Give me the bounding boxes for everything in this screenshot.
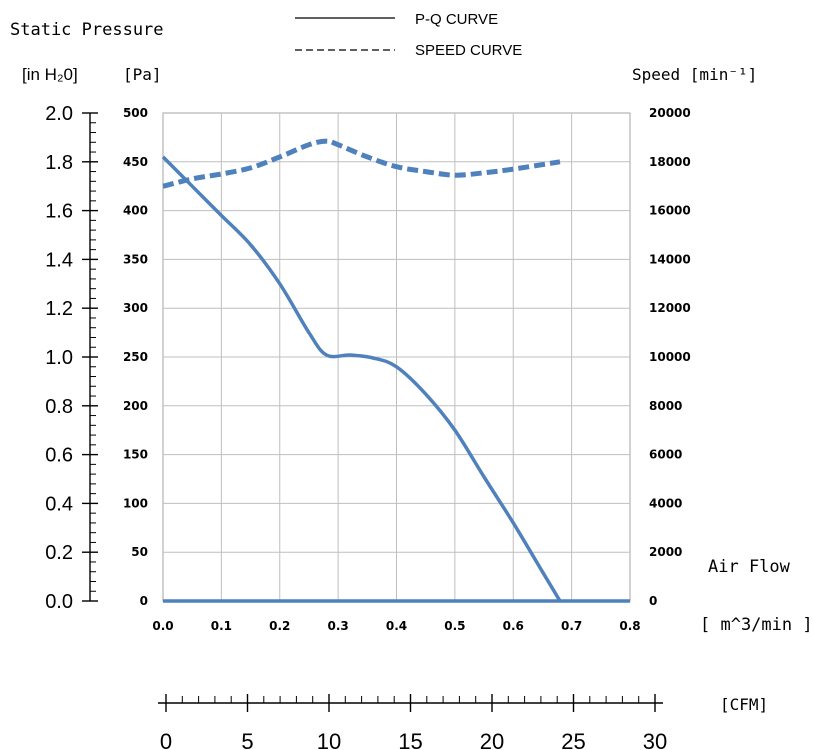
cfm-tick-label: 0 (160, 729, 172, 750)
xaxis-label-airflow: Air Flow (708, 557, 791, 577)
speed-tick-label: 8000 (649, 399, 682, 413)
speed-curve-line (162, 138, 561, 189)
speed-tick-labels: 0 2000 4000 6000 8000 10000 12000 14000 16000 180… (649, 106, 691, 608)
inh2o-tick-label: 1.4 (45, 249, 73, 271)
speed-tick-label: 6000 (649, 448, 682, 462)
pa-tick-label: 350 (123, 252, 148, 266)
pa-tick-label: 50 (131, 545, 148, 559)
inh2o-tick-label: 1.0 (45, 347, 73, 369)
speed-tick-label: 4000 (649, 496, 682, 510)
inh2o-tick-label: 1.8 (45, 152, 73, 174)
inh2o-tick-label: 0.2 (45, 542, 73, 564)
pa-tick-label: 100 (123, 496, 148, 510)
cfm-tick-label: 5 (241, 729, 253, 750)
x-tick-label: 0.0 (152, 619, 173, 633)
x-tick-label: 0.2 (269, 619, 290, 633)
x-tick-label: 0.3 (327, 619, 348, 633)
speed-tick-label: 20000 (649, 106, 691, 120)
speed-tick-label: 0 (649, 594, 657, 608)
pa-tick-label: 0 (140, 594, 148, 608)
cfm-tick-label: 15 (398, 729, 422, 750)
xaxis-unit-m3min: [ m^3/min ] (700, 615, 813, 635)
inh2o-tick-label: 1.6 (45, 201, 73, 223)
x-tick-label: 0.6 (503, 619, 524, 633)
pa-tick-label: 250 (123, 350, 148, 364)
data-series (161, 138, 630, 603)
legend-label-speed: SPEED CURVE (415, 42, 522, 59)
x-tick-label: 0.8 (619, 619, 640, 633)
speed-tick-label: 2000 (649, 545, 682, 559)
inh2o-axis: 0.0 0.2 0.4 0.6 0.8 1.0 1.2 1.4 1.6 1.8 2.0 (45, 103, 98, 613)
pa-tick-label: 400 (123, 204, 148, 218)
x-tick-label: 0.5 (444, 619, 465, 633)
inh2o-tick-label: 1.2 (45, 298, 73, 320)
unit-speed: Speed [min⁻¹] (632, 65, 757, 84)
speed-tick-label: 10000 (649, 350, 691, 364)
pa-tick-label: 200 (123, 399, 148, 413)
x-tick-label: 0.4 (386, 619, 407, 633)
unit-inh2o: [in H₂0] (22, 65, 78, 84)
speed-tick-label: 12000 (649, 301, 691, 315)
speed-tick-label: 18000 (649, 155, 691, 169)
inh2o-tick-label: 2.0 (45, 103, 73, 125)
cfm-axis: 0 5 10 15 20 25 30 (158, 694, 667, 750)
inh2o-tick-label: 0.0 (45, 591, 73, 613)
x-tick-label: 0.7 (561, 619, 582, 633)
x-tick-label: 0.1 (211, 619, 232, 633)
speed-tick-label: 14000 (649, 252, 691, 266)
x-tick-labels: 0.0 0.1 0.2 0.3 0.4 0.5 0.6 0.7 0.8 (152, 619, 640, 633)
pa-tick-label: 500 (123, 106, 148, 120)
cfm-tick-label: 25 (561, 729, 585, 750)
cfm-tick-label: 10 (317, 729, 341, 750)
pa-tick-label: 300 (123, 301, 148, 315)
cfm-tick-label: 30 (643, 729, 667, 750)
cfm-unit: [CFM] (720, 695, 768, 714)
chart-title: Static Pressure (10, 20, 164, 40)
p-q-curve-line (161, 155, 562, 602)
unit-pa: [Pa] (123, 65, 162, 84)
inh2o-tick-label: 0.8 (45, 396, 73, 418)
pa-tick-label: 150 (123, 448, 148, 462)
speed-tick-label: 16000 (649, 204, 691, 218)
inh2o-tick-label: 0.6 (45, 445, 73, 467)
inh2o-tick-label: 0.4 (45, 493, 73, 515)
pa-tick-label: 450 (123, 155, 148, 169)
legend-label-pq: P-Q CURVE (415, 11, 498, 28)
cfm-tick-label: 20 (480, 729, 504, 750)
grid-lines (163, 113, 630, 601)
pa-tick-labels: 0 50 100 150 200 250 300 350 400 450 500 (123, 106, 148, 608)
